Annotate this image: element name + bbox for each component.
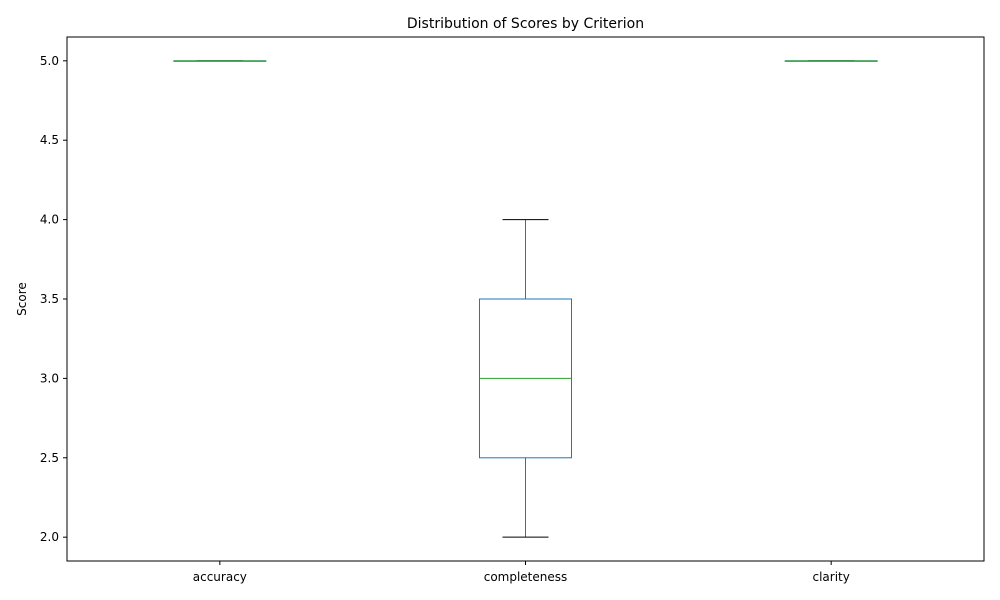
y-tick-label: 4.0 — [40, 213, 59, 227]
y-tick-label: 2.5 — [40, 451, 59, 465]
x-tick-label: accuracy — [193, 570, 247, 584]
y-tick-label: 2.0 — [40, 530, 59, 544]
x-tick-label: completeness — [484, 570, 568, 584]
y-tick-label: 5.0 — [40, 54, 59, 68]
y-tick-label: 4.5 — [40, 133, 59, 147]
y-tick-label: 3.0 — [40, 371, 59, 385]
chart-title: Distribution of Scores by Criterion — [407, 16, 644, 32]
plot-area: 2.0 2.5 3.0 3.5 4.0 4.5 5.0 accuracy completenes… — [40, 54, 878, 584]
y-axis-title: Score — [15, 282, 29, 316]
x-tick-label: clarity — [812, 570, 849, 584]
plot-frame — [66, 36, 985, 562]
y-tick-label: 3.5 — [40, 292, 59, 306]
